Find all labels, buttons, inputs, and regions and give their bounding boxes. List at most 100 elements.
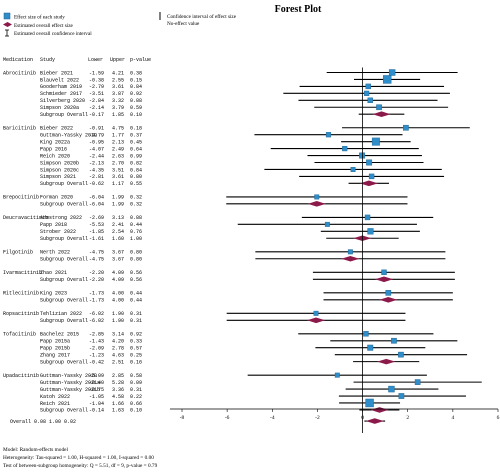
footnote-3: Test of between-subgroup homogeneity: Q … bbox=[3, 462, 158, 469]
footnote-2: Heterogeneity: Tau-squared = 1.00, H-squ… bbox=[3, 455, 154, 461]
legend-label-ci-each: Confidence interval of effect size bbox=[167, 13, 237, 20]
lower-value: -0.62 bbox=[89, 181, 104, 187]
effect-size-square bbox=[334, 372, 340, 378]
x-tick-label: -2 bbox=[315, 415, 320, 421]
lower-value: -2.09 bbox=[89, 346, 104, 352]
p-value: 0.88 bbox=[130, 215, 142, 221]
upper-value: 2.51 bbox=[112, 359, 124, 365]
lower-value: -4.79 bbox=[89, 133, 104, 139]
p-value: 0.31 bbox=[130, 318, 142, 324]
study-label: Papp 2015a bbox=[40, 339, 70, 345]
study-row: Simpson 2021 -2.81 3.61 0.80 bbox=[40, 174, 142, 180]
effect-size-square bbox=[314, 194, 320, 200]
lower-value: -1.73 bbox=[89, 298, 104, 304]
p-value: 0.37 bbox=[130, 133, 142, 139]
lower-value: -1.73 bbox=[89, 291, 104, 297]
effect-size-square bbox=[368, 173, 375, 180]
p-value: 0.31 bbox=[130, 311, 142, 317]
study-row: Tofacitinib Bachelez 2015 -2.85 3.14 0.92 bbox=[3, 332, 142, 338]
upper-value: 3.87 bbox=[112, 91, 124, 97]
p-value: 0.82 bbox=[130, 160, 142, 166]
subgroup-row: Subgroup Overall -6.04 1.99 0.32 bbox=[40, 202, 142, 208]
lower-value: -6.04 bbox=[89, 202, 104, 208]
study-label: Forman 2020 bbox=[40, 195, 73, 201]
study-label: King 2022a bbox=[40, 139, 70, 145]
upper-value: 1.17 bbox=[112, 181, 124, 187]
column-header-study: Study bbox=[40, 57, 55, 63]
p-value: 0.25 bbox=[130, 352, 142, 358]
effect-size-square bbox=[381, 269, 387, 276]
upper-value: 4.63 bbox=[112, 352, 124, 358]
study-row: Filgotinib Nerth 2022 -4.75 3.67 0.80 bbox=[3, 250, 142, 256]
lower-value: -6.04 bbox=[89, 195, 104, 201]
p-value: 0.99 bbox=[130, 153, 142, 159]
upper-value: 3.67 bbox=[112, 250, 124, 256]
lower-value: -0.75 bbox=[89, 387, 104, 393]
lower-value: -1.59 bbox=[89, 70, 104, 76]
upper-value: 2.41 bbox=[112, 222, 124, 228]
upper-value: 3.14 bbox=[112, 332, 124, 338]
subgroup-diamond bbox=[377, 358, 396, 365]
subgroup-row: Subgroup Overall -0.17 1.85 0.10 bbox=[40, 112, 142, 118]
p-value: 0.15 bbox=[130, 77, 142, 83]
study-label: Reich 2020 bbox=[40, 153, 70, 159]
effect-size-square bbox=[391, 337, 397, 344]
study-label: King 2023 bbox=[40, 291, 67, 297]
effect-size-square bbox=[347, 249, 353, 255]
study-row: Simpson 2020c -4.35 3.51 0.84 bbox=[40, 167, 142, 173]
upper-value: 5.28 bbox=[112, 380, 124, 386]
study-row: Upadacitinib Guttman-Yassky 2020-5.09 2.8… bbox=[3, 373, 142, 379]
p-value: 0.44 bbox=[130, 298, 142, 304]
subgroup-row: Subgroup Overall -0.62 1.17 0.55 bbox=[40, 181, 142, 187]
study-row: Gooderham 2019 -2.79 3.61 0.84 bbox=[40, 84, 142, 90]
study-label: Zhang 2017 bbox=[40, 352, 70, 358]
effect-size-square bbox=[403, 124, 409, 131]
p-value: 0.32 bbox=[130, 195, 142, 201]
study-row: Reich 2020 -2.44 2.63 0.99 bbox=[40, 153, 142, 159]
footnotes: Model: Random-effects model Heterogeneity… bbox=[3, 446, 158, 469]
lower-value: -2.69 bbox=[89, 215, 104, 221]
upper-value: 3.32 bbox=[112, 98, 124, 104]
upper-value: 4.58 bbox=[112, 394, 124, 400]
upper-value: 4.00 bbox=[112, 291, 124, 297]
legend-diamond-icon bbox=[3, 22, 12, 27]
study-label: Simpson 2020a bbox=[40, 105, 79, 111]
x-tick-label: -8 bbox=[180, 415, 185, 421]
p-value: 0.92 bbox=[130, 91, 142, 97]
lower-value: -5.53 bbox=[89, 222, 104, 228]
effect-size-square bbox=[376, 104, 382, 111]
study-label: Zhao 2021 bbox=[40, 270, 67, 276]
study-label: Subgroup Overall bbox=[40, 277, 88, 283]
upper-value: 1.85 bbox=[112, 112, 124, 118]
column-header-p-value: p-value bbox=[130, 57, 151, 63]
legend-square-icon bbox=[3, 12, 11, 20]
effect-size-square bbox=[365, 398, 374, 408]
study-label: Armstrong 2022 bbox=[40, 215, 82, 221]
p-value: 0.88 bbox=[130, 98, 142, 104]
study-row: Brepocitinib Forman 2020 -6.04 1.99 0.32 bbox=[3, 195, 142, 201]
upper-value: 3.61 bbox=[112, 84, 124, 90]
study-row: Guttman-Yassky 2019-4.79 1.77 0.37 bbox=[40, 133, 142, 139]
x-tick-label: -6 bbox=[225, 415, 230, 421]
study-label: Papp 2015b bbox=[40, 346, 70, 352]
effect-size-square bbox=[371, 137, 380, 146]
subgroup-row: Subgroup Overall -4.75 3.67 0.80 bbox=[40, 257, 142, 263]
subgroup-diamond bbox=[375, 276, 394, 283]
upper-value: 4.21 bbox=[112, 70, 124, 76]
lower-value: -0.14 bbox=[89, 408, 104, 414]
study-label: Simpson 2021 bbox=[40, 174, 76, 180]
upper-value: 2.13 bbox=[112, 139, 124, 145]
lower-value: -1.43 bbox=[89, 339, 104, 345]
effect-size-square bbox=[342, 146, 348, 152]
upper-value: 2.78 bbox=[112, 346, 124, 352]
subgroup-row: Subgroup Overall -2.20 4.09 0.56 bbox=[40, 277, 142, 283]
lower-value: -0.42 bbox=[89, 359, 104, 365]
upper-value: 4.20 bbox=[112, 339, 124, 345]
subgroup-row: Subgroup Overall -1.73 4.00 0.44 bbox=[40, 298, 142, 304]
upper-value: 4.75 bbox=[112, 126, 124, 132]
lower-value: -4.75 bbox=[89, 257, 104, 263]
upper-value: 2.70 bbox=[112, 160, 124, 166]
lower-value: -5.09 bbox=[89, 373, 104, 379]
